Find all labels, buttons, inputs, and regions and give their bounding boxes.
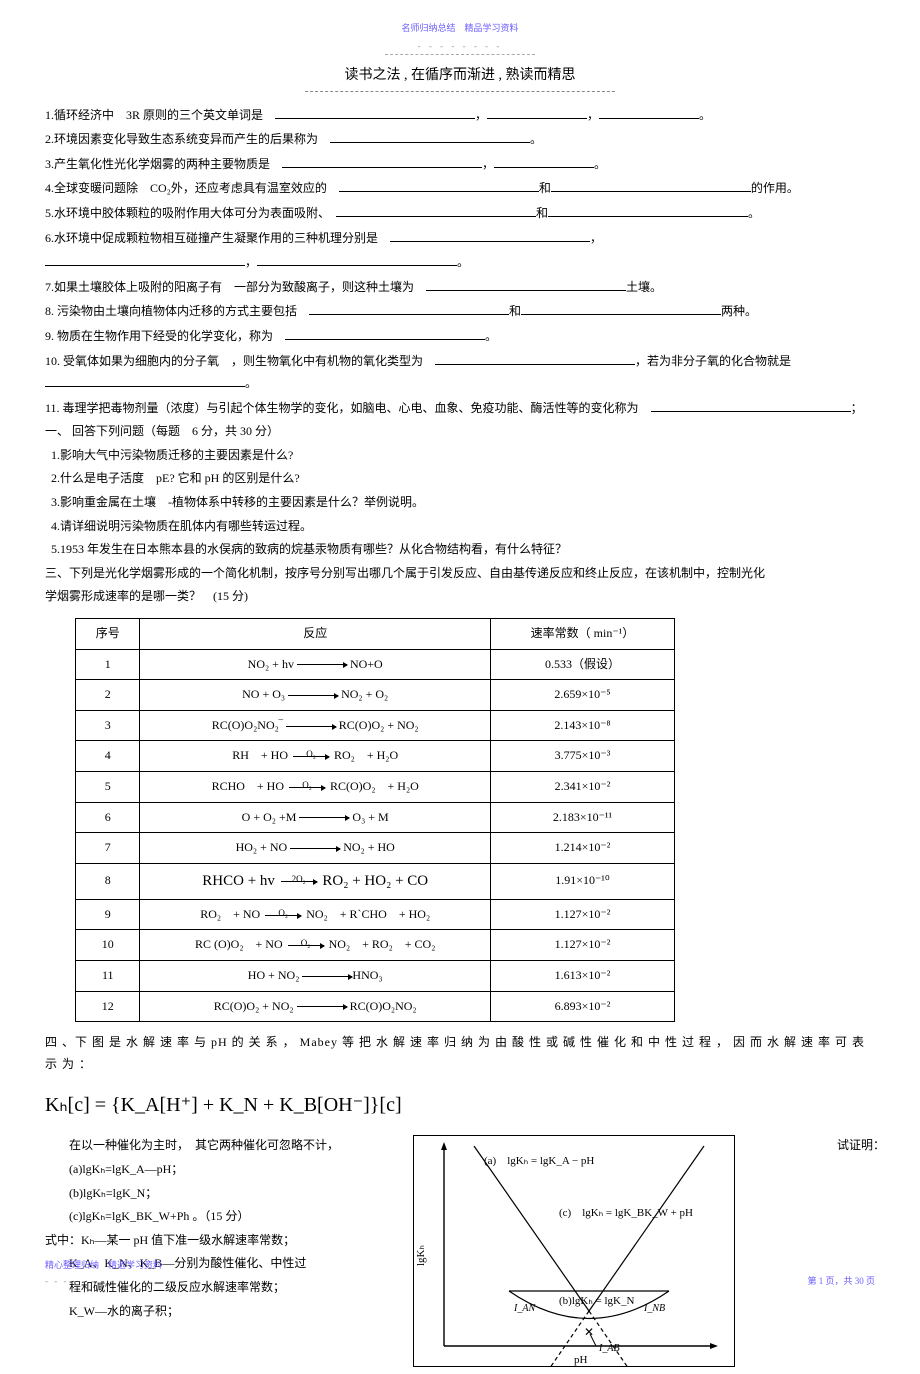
question-11: 11. 毒理学把毒物剂量（浓度）与引起个体生物学的变化，如脑电、心电、血象、免疫… — [45, 397, 875, 420]
th-index: 序号 — [76, 619, 140, 650]
question-9: 9. 物质在生物作用下经受的化学变化，称为 。 — [45, 325, 875, 348]
th-reaction: 反应 — [140, 619, 490, 650]
table-row: 7HO₂ + NO NO₂ + HO1.214×10⁻² — [76, 833, 675, 864]
table-row: 12RC(O)O₂ + NO₂ RC(O)O₂NO₂6.893×10⁻² — [76, 991, 675, 1022]
question-6: 6.水环境中促成颗粒物相互碰撞产生凝聚作用的三种机理分别是 ， — [45, 227, 875, 250]
reaction-table: 序号 反应 速率常数（ min⁻¹） 1NO₂ + hv NO+O0.533（假… — [75, 618, 675, 1022]
table-row: 2NO + O₃ NO₂ + O₂2.659×10⁻⁵ — [76, 680, 675, 711]
fill-blank-section: 1.循环经济中 3R 原则的三个英文单词是 ，，。2.环境因素变化导致生态系统变… — [45, 104, 875, 420]
question-8: 8. 污染物由土壤向植物体内迁移的方式主要包括 和两种。 — [45, 300, 875, 323]
section3-intro-b: 学烟雾形成速率的是哪一类？ (15 分) — [45, 586, 875, 608]
table-row: 5RCHO + HO O₂ RC(O)O₂ + H₂O2.341×10⁻² — [76, 772, 675, 803]
table-row: 11HO + NO₂ HNO₃1.613×10⁻² — [76, 960, 675, 991]
question-1: 1.循环经济中 3R 原则的三个英文单词是 ，，。 — [45, 104, 875, 127]
s4-c: (c)lgKₕ=lgK_BK_W+Ph 。（15 分） — [45, 1206, 425, 1228]
question-2: 2.环境因素变化导致生态系统变异而产生的后果称为 。 — [45, 128, 875, 151]
hydrolysis-formula: Kₕ[c] = {K_A[H⁺] + K_N + K_B[OH⁻]}[c] — [45, 1087, 875, 1123]
table-row: 9RO₂ + NO O₂ NO₂ + R`CHO + HO₂1.127×10⁻² — [76, 899, 675, 930]
footer-right: 第 1 页，共 30 页 — [807, 1273, 875, 1289]
question-10: 10. 受氧体如果为细胞内的分子氧 ，则生物氧化中有机物的氧化类型为 ，若为非分… — [45, 350, 875, 395]
section4-intro: 四 、下 图 是 水 解 速 率 与 pH 的 关 系 ， Mabey 等 把 … — [45, 1032, 875, 1075]
svg-text:(c) lgKₕ = lgK_BK_W + pH: (c) lgKₕ = lgK_BK_W + pH — [559, 1207, 693, 1219]
short-q: 5.1953 年发生在日本熊本县的水俣病的致病的烷基汞物质有哪些？从化合物结构看… — [45, 539, 875, 561]
svg-text:pH: pH — [574, 1354, 588, 1366]
table-row: 3RC(O)O₂NO₂‾ RC(O)O₂ + NO₂2.143×10⁻⁸ — [76, 710, 675, 741]
question-4: 4.全球变暖问题除 CO₂外，还应考虑具有温室效应的 和的作用。 — [45, 177, 875, 200]
s4-a: (a)lgKₕ=lgK_A—pH； — [45, 1159, 425, 1181]
svg-text:(a) lgKₕ = lgK_A − pH: (a) lgKₕ = lgK_A − pH — [484, 1155, 594, 1167]
s4-line0: 在以一种催化为主时， 其它两种催化可忽略不计， 试证明： — [45, 1135, 425, 1157]
section1-title: 一、 回答下列问题（每题 6 分，共 30 分） — [45, 421, 875, 443]
section3-intro-a: 三、下列是光化学烟雾形成的一个简化机制，按序号分别写出哪几个属于引发反应、自由基… — [45, 563, 875, 585]
short-answer-section: 1.影响大气中污染物质迁移的主要因素是什么?2.什么是电子活度 pE? 它和 p… — [45, 445, 875, 561]
table-row: 6O + O₂ +M O₃ + M2.183×10⁻¹¹ — [76, 802, 675, 833]
table-row: 10RC (O)O₂ + NO O₂ NO₂ + RO₂ + CO₂1.127×… — [76, 930, 675, 961]
svg-text:I_NB: I_NB — [643, 1303, 665, 1314]
short-q: 2.什么是电子活度 pE? 它和 pH 的区别是什么? — [45, 468, 875, 490]
s4-b: (b)lgKₕ=lgK_N； — [45, 1183, 425, 1205]
question-7: 7.如果土壤胶体上吸附的阳离子有 一部分为致酸离子，则这种土壤为 土壤。 — [45, 276, 875, 299]
svg-text:I_AB: I_AB — [598, 1343, 620, 1354]
svg-text:✕: ✕ — [584, 1325, 594, 1339]
svg-text:I_AN: I_AN — [513, 1303, 536, 1314]
section4-block: 在以一种催化为主时， 其它两种催化可忽略不计， 试证明： (a)lgKₕ=lgK… — [45, 1135, 875, 1322]
short-q: 3.影响重金属在土壤 -植物体系中转移的主要因素是什么？举例说明。 — [45, 492, 875, 514]
s4-l1: 式中：Kₕ—某一 pH 值下准一级水解速率常数； — [45, 1230, 425, 1252]
svg-text:(b)lgKₕ = lgK_N: (b)lgKₕ = lgK_N — [559, 1295, 634, 1307]
table-row: 8RHCO + hv 2O₂ RO₂ + HO₂ + CO1.91×10⁻¹⁰ — [76, 863, 675, 899]
table-row: 4RH + HO O₂ RO₂ + H₂O3.775×10⁻³ — [76, 741, 675, 772]
page-title: 读书之法 , 在循序而渐进 , 熟读而精思 — [305, 63, 615, 91]
short-q: 1.影响大气中污染物质迁移的主要因素是什么? — [45, 445, 875, 467]
header-divider: - - - - - - - - — [385, 38, 535, 55]
question-5: 5.水环境中胶体颗粒的吸附作用大体可分为表面吸附、 和。 — [45, 202, 875, 225]
hydrolysis-graph: (a) lgKₕ = lgK_A − pH (c) lgKₕ = lgK_BK_W… — [413, 1135, 735, 1367]
table-row: 1NO₂ + hv NO+O0.533（假设） — [76, 649, 675, 680]
svg-text:lgKₕ: lgKₕ — [415, 1245, 427, 1266]
question-3: 3.产生氧化性光化学烟雾的两种主要物质是 ，。 — [45, 153, 875, 176]
short-q: 4.请详细说明污染物质在肌体内有哪些转运过程。 — [45, 516, 875, 538]
s4-l4: K_W—水的离子积； — [45, 1301, 425, 1323]
header-note: 名师归纳总结 精品学习资料 — [45, 20, 875, 38]
th-rate: 速率常数（ min⁻¹） — [490, 619, 674, 650]
footer-left: 精心整理归纳 精选学习资料 - - - - - - - - - — [45, 1257, 162, 1289]
